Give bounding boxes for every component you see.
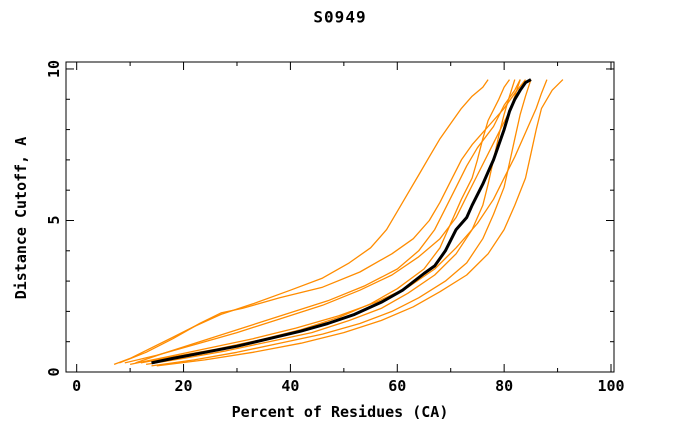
y-tick-label: 10 xyxy=(45,59,63,78)
x-tick-label: 100 xyxy=(597,377,625,395)
chart-title: S0949 xyxy=(313,7,367,27)
x-axis-label: Percent of Residues (CA) xyxy=(231,403,449,421)
plot-border xyxy=(65,61,615,373)
series-line-orange-7 xyxy=(156,79,564,367)
x-tick-label: 0 xyxy=(72,377,82,395)
series-line-orange-1 xyxy=(113,79,489,366)
x-tick-label: 20 xyxy=(174,377,193,395)
series-line-orange-8 xyxy=(129,79,548,366)
series-line-orange-9 xyxy=(135,79,521,364)
y-tick-label: 5 xyxy=(45,215,63,225)
x-tick-label: 40 xyxy=(281,377,300,395)
series-line-orange-4 xyxy=(140,79,511,364)
y-tick-label: 0 xyxy=(45,367,63,377)
series-line-orange-5 xyxy=(145,79,516,366)
x-tick-label: 60 xyxy=(388,377,407,395)
series-line-black-bold xyxy=(151,78,532,365)
series-line-orange-6 xyxy=(151,79,532,367)
x-tick-label: 80 xyxy=(495,377,514,395)
